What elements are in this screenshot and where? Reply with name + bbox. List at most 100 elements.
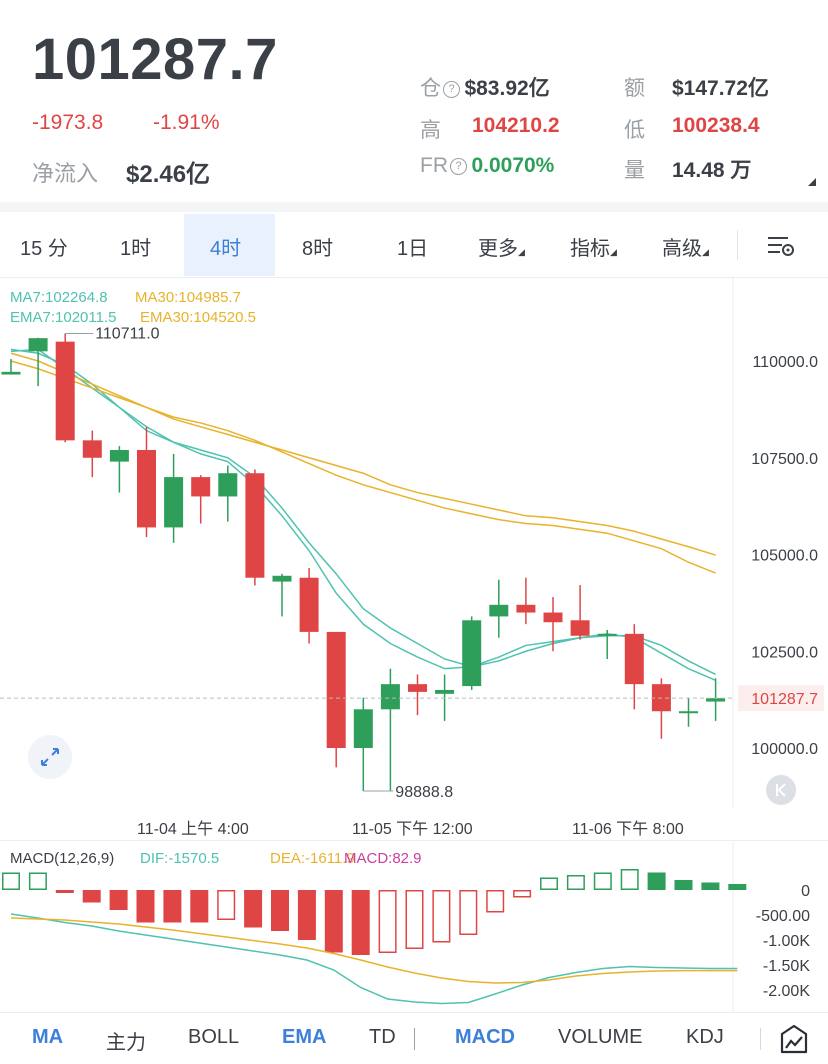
macd-tick-label: 0 <box>801 883 810 900</box>
indicator-main-force[interactable]: 主力 <box>106 1032 146 1054</box>
line-ema30 <box>10 360 716 574</box>
tab-4h[interactable]: 4时 <box>210 238 242 260</box>
last-price: 101287.7 <box>32 27 278 92</box>
candle-body <box>706 698 726 702</box>
candle-body <box>408 684 427 692</box>
tab-advanced[interactable]: 高级◢ <box>662 232 709 261</box>
question-icon[interactable]: ? <box>450 157 467 175</box>
line-ma30 <box>10 352 716 556</box>
amount-label: 额 <box>624 77 645 100</box>
oi-value: $83.92亿 <box>464 77 550 100</box>
macd-bar <box>109 890 128 910</box>
fr-label: FR <box>420 154 448 177</box>
tab-indicators-label: 指标 <box>570 238 610 260</box>
amount-value: $147.72亿 <box>672 77 769 100</box>
macd-bar <box>674 880 693 890</box>
indicator-macd[interactable]: MACD <box>455 1026 515 1048</box>
chart-settings-icon[interactable] <box>766 234 796 258</box>
volume-value: 14.48 万 <box>672 159 752 182</box>
candle-body <box>272 575 292 582</box>
tab-separator <box>737 230 738 260</box>
macd-bar <box>82 890 101 903</box>
current-price-badge <box>738 685 824 712</box>
macd-bar <box>351 890 370 955</box>
tab-advanced-label: 高级 <box>662 238 702 260</box>
candle-body <box>82 440 102 458</box>
time-label-2: 11-05 下午 12:00 <box>352 821 473 838</box>
tab-15m[interactable]: 15 分 <box>20 238 68 260</box>
dea-line <box>10 917 738 984</box>
macd-bar <box>647 872 666 890</box>
macd-bar <box>297 890 316 940</box>
macd-tick-label: -2.00K <box>763 983 810 1000</box>
candle-body <box>245 473 265 578</box>
dropdown-triangle-icon: ◢ <box>518 247 525 257</box>
price-tick-label: 100000.0 <box>751 741 818 758</box>
macd-value: MACD:82.9 <box>344 850 422 867</box>
tab-1d[interactable]: 1日 <box>397 238 429 260</box>
candle-body <box>435 689 455 694</box>
candle-body <box>109 450 129 462</box>
high-label: 高 <box>420 119 441 142</box>
bottom-separator <box>414 1028 415 1050</box>
macd-bar <box>593 872 612 890</box>
macd-bar <box>271 890 289 931</box>
fullscreen-button[interactable] <box>28 735 72 779</box>
macd-bar <box>378 890 397 953</box>
dropdown-triangle-icon: ◢ <box>610 247 617 257</box>
dropdown-triangle-icon: ◢ <box>702 247 709 257</box>
oi-label: 仓 <box>420 77 441 100</box>
candlestick-chart[interactable]: 110000.0 107500.0 105000.0 102500.0 100000.0… <box>0 278 828 808</box>
question-icon[interactable]: ? <box>443 80 460 98</box>
macd-tick-label: -500.00 <box>756 908 810 925</box>
candle-body <box>55 341 75 441</box>
time-axis-border <box>0 840 828 841</box>
low-label: 低 <box>624 119 645 142</box>
macd-params: MACD(12,26,9) <box>10 850 115 867</box>
indicator-boll[interactable]: BOLL <box>188 1026 240 1048</box>
candle-body <box>218 473 238 497</box>
indicator-ma[interactable]: MA <box>32 1026 64 1048</box>
macd-bar <box>324 890 343 953</box>
price-tick-label: 110000.0 <box>752 354 818 371</box>
min-price-label: 98888.8 <box>395 784 453 801</box>
candle-body <box>299 577 319 632</box>
scroll-to-latest-button[interactable] <box>766 775 796 805</box>
price-tick-label: 105000.0 <box>751 548 818 565</box>
line-ma7 <box>10 348 716 676</box>
macd-dea: DEA:-1611.9 <box>270 850 355 867</box>
macd-bar <box>620 869 639 890</box>
line-ema7 <box>10 348 716 681</box>
tab-1h[interactable]: 1时 <box>120 238 152 260</box>
indicator-ema[interactable]: EMA <box>282 1026 327 1048</box>
tab-8h[interactable]: 8时 <box>302 238 334 260</box>
price-tick-label: 107500.0 <box>751 451 818 468</box>
expand-corner-icon[interactable] <box>808 178 816 186</box>
section-divider <box>0 202 828 212</box>
macd-bar <box>163 890 182 923</box>
price-change: -1973.8 <box>32 111 104 134</box>
drawing-tool-icon[interactable] <box>780 1024 808 1054</box>
macd-bar <box>566 875 585 890</box>
indicator-td[interactable]: TD <box>369 1026 396 1048</box>
indicator-volume[interactable]: VOLUME <box>558 1026 643 1048</box>
indicator-kdj[interactable]: KDJ <box>686 1026 724 1048</box>
candle-body <box>28 338 48 352</box>
time-label-1: 11-04 上午 4:00 <box>137 821 249 838</box>
current-price-label: 101287.7 <box>751 691 818 708</box>
tab-more-label: 更多 <box>478 238 518 260</box>
candle-body <box>624 633 644 685</box>
legend-ma30: MA30:104985.7 <box>135 289 241 306</box>
tab-more[interactable]: 更多◢ <box>478 232 525 261</box>
time-label-3: 11-06 下午 8:00 <box>572 821 684 838</box>
macd-bar <box>190 890 209 923</box>
macd-bar <box>540 877 558 890</box>
macd-bar <box>513 890 532 898</box>
macd-chart[interactable]: 0 -500.00 -1.00K -1.50K -2.00K <box>0 842 828 1012</box>
dif-line <box>10 913 738 1005</box>
macd-bar <box>486 890 505 913</box>
funding-rate: FR? 0.0070% <box>420 154 554 178</box>
tab-indicators[interactable]: 指标◢ <box>570 232 617 261</box>
legend-ema30: EMA30:104520.5 <box>140 309 256 326</box>
candle-body <box>597 633 617 636</box>
